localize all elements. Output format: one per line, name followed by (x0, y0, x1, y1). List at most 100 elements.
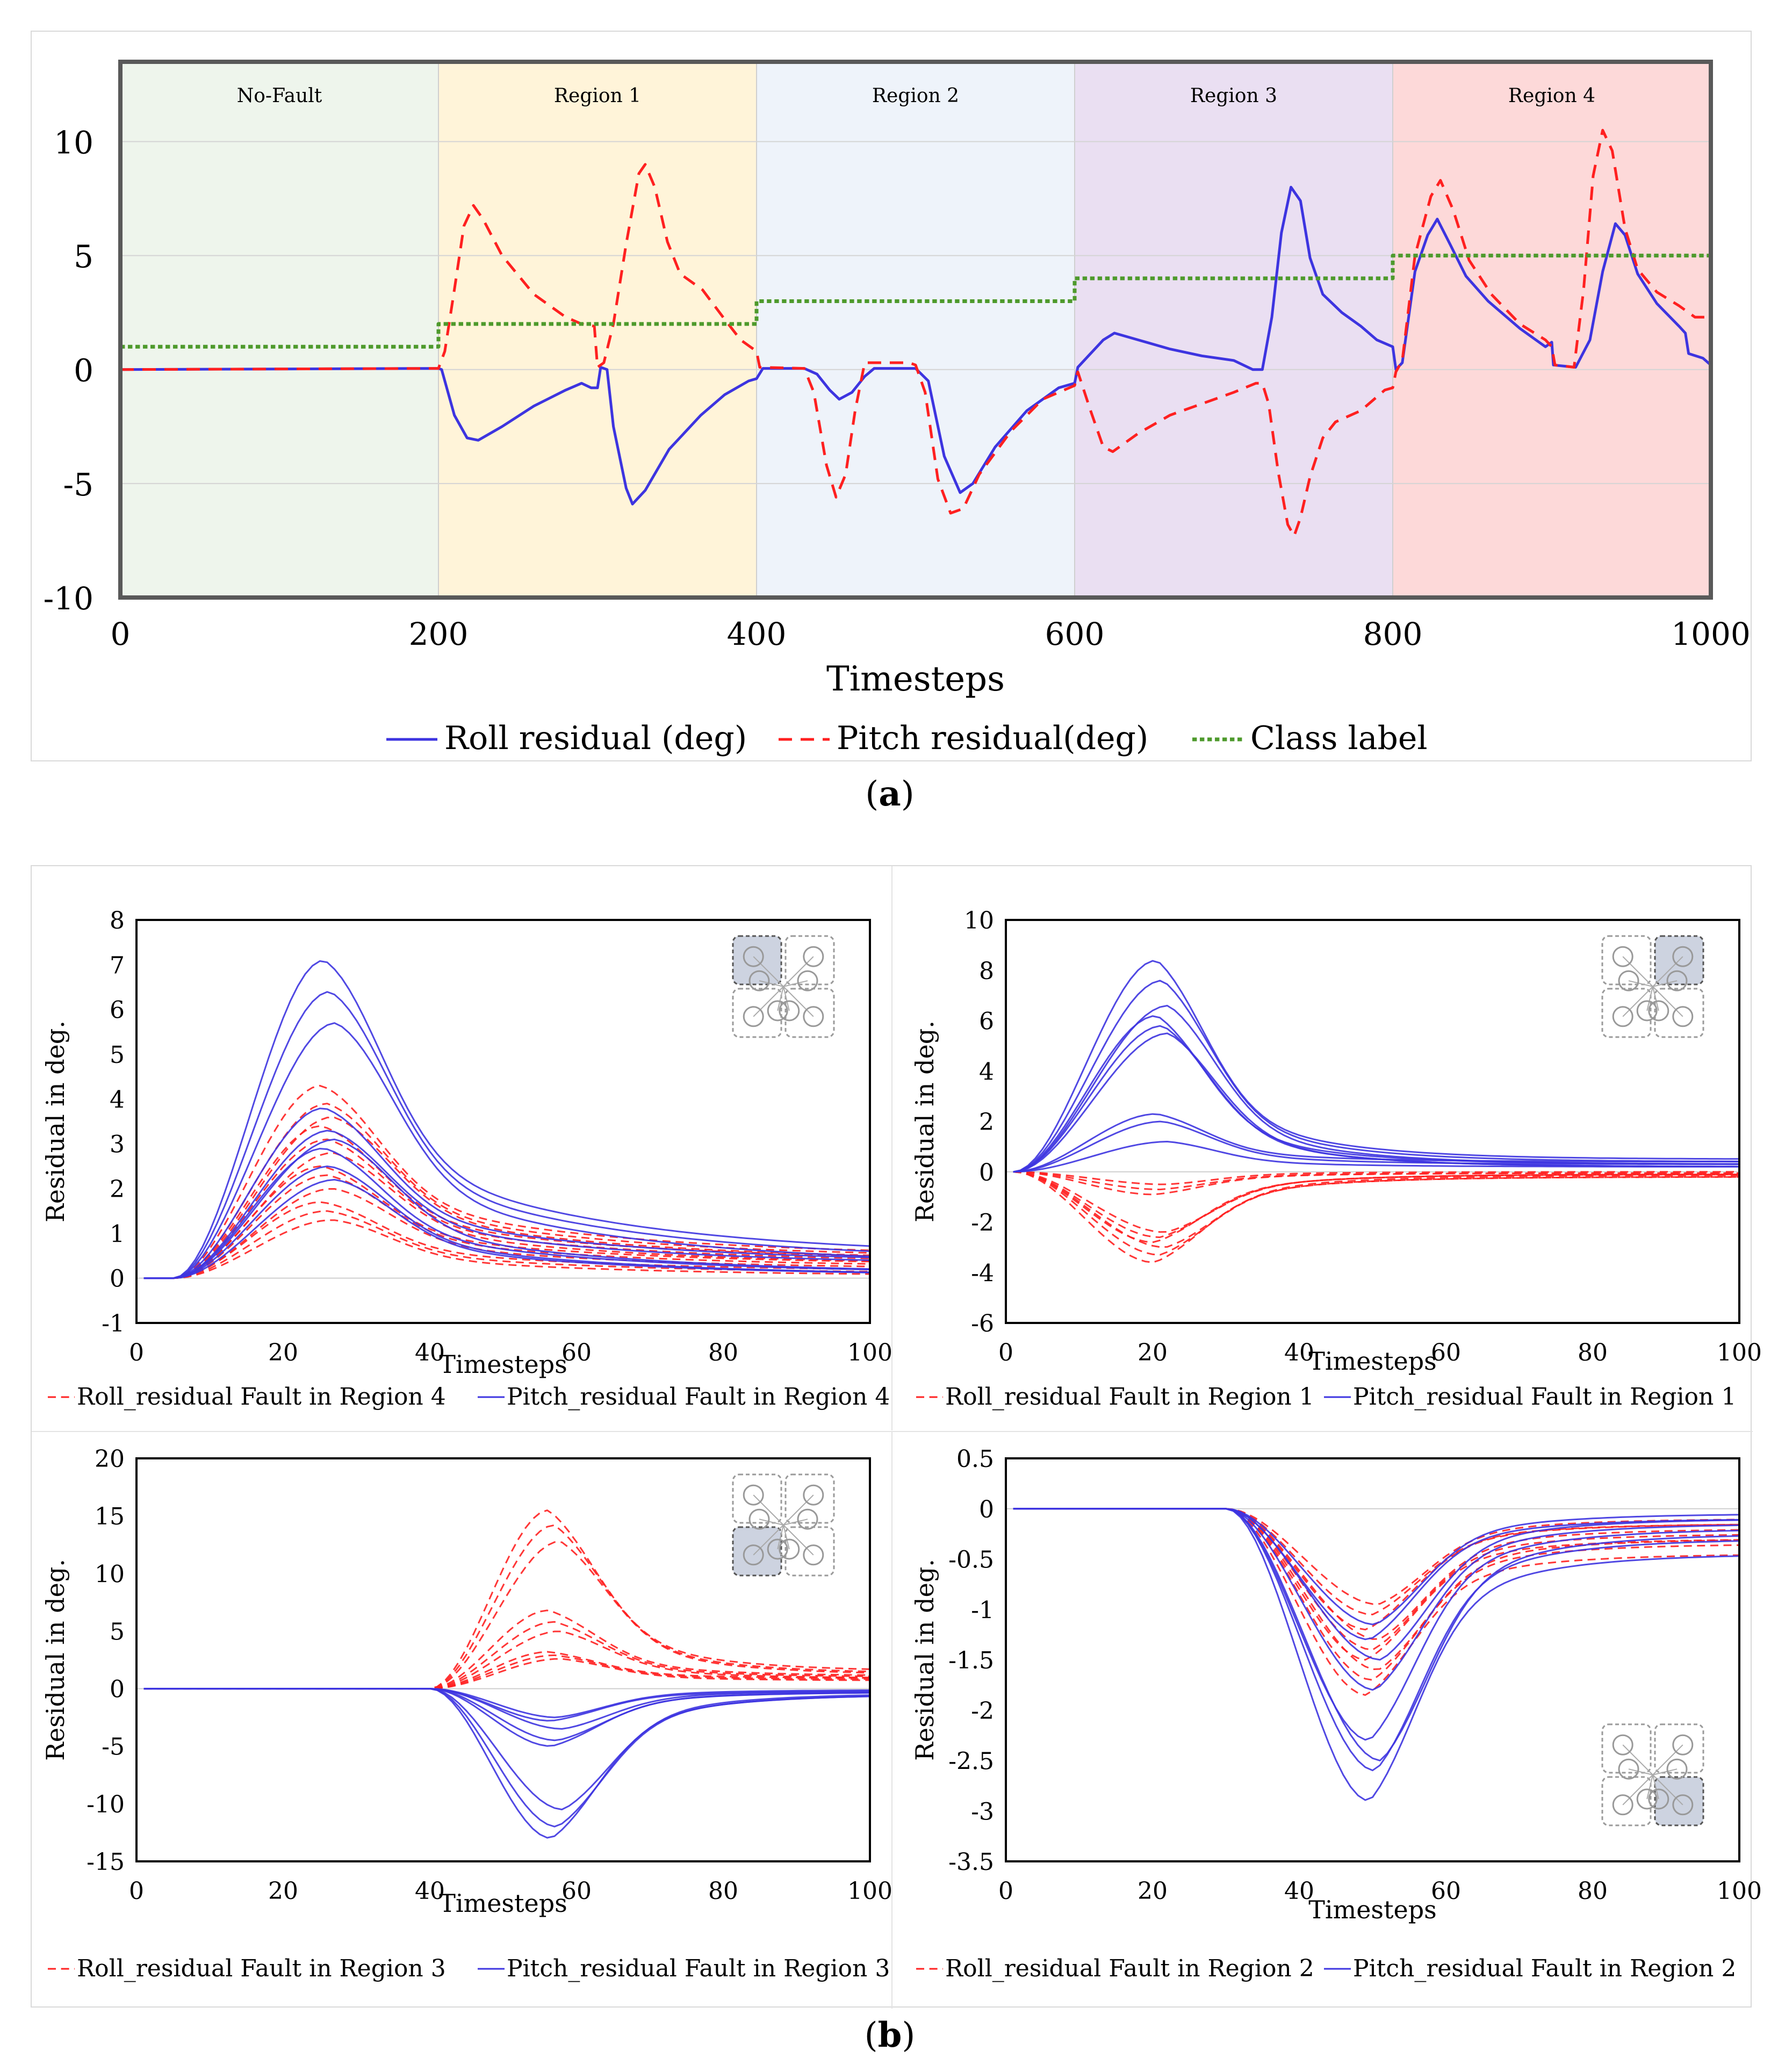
y-tick-label: -0.5 (948, 1546, 994, 1574)
rotor-icon (1618, 970, 1639, 991)
legend-entry: Roll residual (deg) (444, 720, 747, 757)
arm-line (1628, 980, 1653, 987)
series-line (1013, 1025, 1740, 1173)
plot-frame (1005, 1457, 1740, 1862)
series-line (143, 1125, 870, 1279)
arm-line (783, 986, 814, 1017)
rotor-icon (803, 946, 824, 967)
series-line (143, 1688, 870, 1742)
y-tick-label: 0 (110, 1676, 125, 1703)
y-tick-label: -5 (102, 1733, 125, 1761)
region-band (1393, 62, 1711, 598)
x-tick-label: 80 (1578, 1339, 1608, 1366)
plot-frame (135, 1457, 871, 1862)
region-band (438, 62, 757, 598)
y-axis-label: Residual in deg. (910, 1559, 939, 1761)
x-tick-label: 80 (1578, 1877, 1608, 1905)
y-tick-label: 7 (110, 952, 125, 979)
series-line (143, 1129, 870, 1279)
x-tick-label: 600 (1045, 616, 1105, 652)
legend-entry: Roll_residual Fault in Region 4 (77, 1383, 446, 1411)
series-line (1013, 1508, 1740, 1801)
x-tick-label: 40 (1284, 1339, 1314, 1366)
series-line (1013, 1171, 1739, 1185)
series-line (143, 1174, 870, 1279)
arm-line (1652, 1774, 1683, 1805)
series-line (1013, 1005, 1739, 1173)
y-tick-label: 20 (95, 1445, 125, 1473)
x-tick-label: 200 (409, 616, 469, 652)
legend-entry: Pitch_residual Fault in Region 2 (1353, 1955, 1736, 1982)
subfigure-label-a: (a) (865, 774, 915, 814)
arm-line (783, 956, 814, 987)
region-band (120, 62, 438, 598)
x-axis-label: Timesteps (439, 1889, 567, 1918)
rotor-icon (767, 1538, 788, 1560)
series-line (143, 1084, 870, 1279)
x-tick-label: 60 (562, 1339, 592, 1366)
x-tick-label: 80 (708, 1339, 738, 1366)
y-tick-label: 6 (979, 1008, 994, 1035)
y-tick-label: -10 (44, 580, 93, 617)
x-tick-label: 20 (1138, 1877, 1168, 1905)
rotor-icon (1618, 1758, 1639, 1780)
legend-entry: Class label (1250, 720, 1428, 757)
legend-entry: Pitch_residual Fault in Region 4 (507, 1383, 890, 1411)
x-tick-label: 60 (1431, 1339, 1461, 1366)
rotor-icon (779, 1000, 800, 1021)
y-tick-label: 0 (74, 352, 93, 389)
y-tick-label: -2 (971, 1697, 994, 1725)
rotor-icon (1648, 1788, 1669, 1810)
arm-line (783, 980, 808, 987)
series-line (1013, 1171, 1739, 1248)
y-tick-label: -1 (971, 1596, 994, 1624)
rotor-icon (803, 1006, 824, 1027)
rotor-icon (803, 1544, 824, 1566)
rotor-icon (1672, 946, 1694, 967)
arm-line (783, 1494, 814, 1526)
legend-entry: Roll_residual Fault in Region 3 (77, 1955, 446, 1982)
x-tick-label: 60 (562, 1877, 592, 1905)
y-tick-label: 0 (979, 1496, 994, 1523)
arm-line (1652, 986, 1659, 1011)
y-tick-label: -2 (971, 1210, 994, 1237)
series-line (143, 1688, 870, 1747)
arm-line (1652, 956, 1683, 987)
x-tick-label: 100 (847, 1339, 892, 1366)
series-line (143, 1148, 870, 1279)
rotor-icon (748, 1508, 770, 1530)
y-tick-label: 0 (979, 1159, 994, 1186)
plot-frame (135, 919, 871, 1324)
y-tick-label: 10 (95, 1560, 125, 1588)
series-line (1013, 1508, 1740, 1625)
legend-entry: Pitch residual(deg) (837, 720, 1148, 757)
y-axis-label: Residual in deg. (41, 1020, 70, 1222)
y-tick-label: 6 (110, 997, 125, 1024)
y-tick-label: 3 (110, 1131, 125, 1159)
x-tick-label: 0 (998, 1339, 1013, 1366)
y-tick-label: 5 (110, 1618, 125, 1645)
arm-line (1622, 1774, 1653, 1805)
legend-entry: Pitch_residual Fault in Region 1 (1353, 1383, 1736, 1411)
y-tick-label: 15 (95, 1503, 125, 1530)
rotor-icon (743, 1006, 764, 1027)
arm-line (783, 1524, 790, 1550)
arm-line (1622, 956, 1653, 987)
arm-line (753, 1494, 784, 1526)
x-axis-label: Timesteps (439, 1350, 567, 1379)
series-line (143, 1107, 870, 1279)
y-tick-label: 2 (110, 1176, 125, 1203)
chart-a: No-Fault Region 1 Region 2 Region 3 Region 4… (44, 60, 1751, 757)
y-tick-label: 8 (979, 958, 994, 985)
arm-line (783, 986, 790, 1011)
rotor-icon (743, 946, 764, 967)
x-tick-label: 400 (727, 616, 787, 652)
series-line (143, 1117, 870, 1279)
x-tick-label: 20 (1138, 1339, 1168, 1366)
series-line (143, 1210, 870, 1279)
rotor-icon (779, 1538, 800, 1560)
arm-line (1622, 1744, 1653, 1775)
region-label: Region 3 (1190, 85, 1277, 107)
